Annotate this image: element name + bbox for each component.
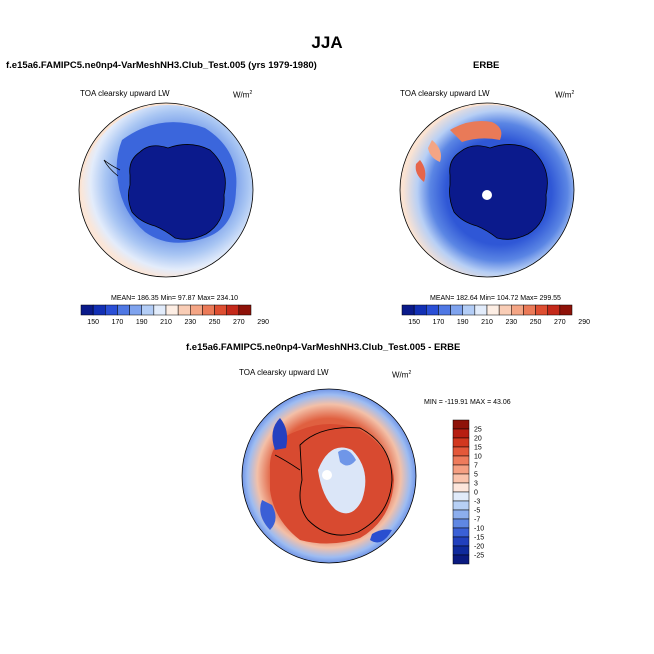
- model-colorbar-label: 150: [87, 319, 99, 326]
- model-colorbar-label: 250: [209, 319, 221, 326]
- diff-colorbar-swatch: [452, 428, 470, 439]
- diff-colorbar: 25 20 15 10 7 5 3 0 -3 -5 -7 -10 -15 -20 -25: [452, 419, 484, 565]
- diff-colorbar-swatch: [452, 437, 470, 448]
- model-colorbar-swatch: [105, 304, 118, 316]
- diff-colorbar-label: 7: [474, 463, 478, 470]
- obs-colorbar-label: 230: [505, 319, 517, 326]
- model-colorbar-swatch: [153, 304, 167, 316]
- obs-colorbar-label: 210: [481, 319, 493, 326]
- model-colorbar-swatch: [177, 304, 191, 316]
- model-colorbar-label: 270: [233, 319, 245, 326]
- diff-colorbar-swatch: [452, 446, 470, 457]
- obs-units-label: W/m2: [555, 90, 575, 100]
- model-panel-title: f.e15a6.FAMIPC5.ne0np4-VarMeshNH3.Club_T…: [6, 60, 317, 71]
- diff-units-label: W/m2: [392, 370, 412, 380]
- diff-panel-title: f.e15a6.FAMIPC5.ne0np4-VarMeshNH3.Club_T…: [186, 342, 461, 353]
- model-colorbar-label: 210: [160, 319, 172, 326]
- diff-colorbar-swatch: [452, 509, 470, 520]
- diff-colorbar-label: -10: [474, 526, 484, 533]
- diff-colorbar-label: -15: [474, 535, 484, 542]
- diff-colorbar-label: 10: [474, 454, 482, 461]
- obs-stats: MEAN= 182.64 Min= 104.72 Max= 299.55: [430, 295, 561, 302]
- obs-colorbar-swatch: [535, 304, 548, 316]
- obs-colorbar-label: 150: [408, 319, 420, 326]
- model-colorbar-label: 190: [136, 319, 148, 326]
- obs-colorbar-label: 270: [554, 319, 566, 326]
- model-polar-map: [78, 102, 254, 278]
- obs-colorbar-swatch: [511, 304, 524, 316]
- obs-polar-map: [399, 102, 575, 278]
- model-colorbar-swatch: [129, 304, 142, 316]
- diff-polar-map: [241, 388, 417, 564]
- obs-colorbar-swatch: [462, 304, 476, 316]
- diff-colorbar-label: 0: [474, 490, 478, 497]
- diff-colorbar-swatch: [452, 491, 470, 502]
- model-colorbar-swatch: [202, 304, 215, 316]
- diff-colorbar-label: 15: [474, 445, 482, 452]
- obs-colorbar-label: 190: [457, 319, 469, 326]
- diff-colorbar-label: -5: [474, 508, 480, 515]
- diff-colorbar-label: -3: [474, 499, 480, 506]
- model-antarctica-shape: [128, 144, 226, 240]
- obs-colorbar-swatch: [523, 304, 536, 316]
- model-units-label: W/m2: [233, 90, 253, 100]
- model-colorbar-label: 170: [112, 319, 124, 326]
- diff-colorbar-swatch: [452, 464, 470, 475]
- obs-antarctica-shape: [449, 144, 548, 240]
- diff-pole-hole: [322, 470, 332, 480]
- model-colorbar-swatch: [238, 304, 252, 316]
- diff-colorbar-swatch: [452, 500, 470, 511]
- obs-colorbar-label: 170: [433, 319, 445, 326]
- diff-colorbar-swatch: [452, 536, 470, 547]
- obs-colorbar-swatch: [486, 304, 500, 316]
- model-colorbar-swatch: [165, 304, 179, 316]
- obs-colorbar-label: 290: [578, 319, 590, 326]
- obs-colorbar-swatch: [474, 304, 488, 316]
- model-colorbar-swatch: [92, 304, 106, 316]
- obs-colorbar-swatch: [450, 304, 463, 316]
- model-colorbar: 150 170 190 210 230 250 270 290: [80, 304, 269, 326]
- diff-colorbar-swatch: [452, 482, 470, 493]
- diff-colorbar-swatch: [452, 527, 470, 538]
- obs-colorbar-swatch: [413, 304, 427, 316]
- diff-colorbar-swatch: [452, 455, 470, 466]
- obs-colorbar-label: 250: [530, 319, 542, 326]
- obs-colorbar-swatch: [498, 304, 512, 316]
- diff-stats: MIN = -119.91 MAX = 43.06: [424, 399, 511, 406]
- model-colorbar-swatch: [141, 304, 155, 316]
- obs-colorbar-swatch: [401, 304, 415, 316]
- model-colorbar-label: 230: [184, 319, 196, 326]
- obs-colorbar: 150 170 190 210 230 250 270 290: [401, 304, 590, 326]
- diff-colorbar-label: -7: [474, 517, 480, 524]
- diff-colorbar-swatch: [452, 419, 470, 430]
- obs-variable-label: TOA clearsky upward LW: [400, 89, 490, 98]
- diff-colorbar-swatch: [452, 518, 470, 529]
- diff-colorbar-label: 5: [474, 472, 478, 479]
- model-colorbar-swatch: [226, 304, 240, 316]
- diff-colorbar-swatch: [452, 554, 470, 565]
- model-colorbar-label: 290: [257, 319, 269, 326]
- diff-colorbar-label: 3: [474, 481, 478, 488]
- model-stats: MEAN= 186.35 Min= 97.87 Max= 234.10: [111, 295, 239, 302]
- diff-variable-label: TOA clearsky upward LW: [239, 368, 329, 377]
- diff-colorbar-label: 20: [474, 436, 482, 443]
- model-colorbar-swatch: [117, 304, 130, 316]
- model-colorbar-swatch: [190, 304, 203, 316]
- diff-colorbar-swatch: [452, 473, 470, 484]
- model-variable-label: TOA clearsky upward LW: [80, 89, 170, 98]
- obs-colorbar-swatch: [426, 304, 439, 316]
- obs-pole-hole: [482, 190, 492, 200]
- diff-colorbar-label: 25: [474, 427, 482, 434]
- diff-colorbar-swatch: [452, 545, 470, 556]
- diff-colorbar-label: -20: [474, 544, 484, 551]
- obs-panel-title: ERBE: [473, 60, 500, 71]
- figure-title: JJA: [311, 33, 343, 52]
- obs-colorbar-swatch: [547, 304, 561, 316]
- obs-colorbar-swatch: [438, 304, 451, 316]
- diff-colorbar-label: -25: [474, 553, 484, 560]
- model-colorbar-swatch: [214, 304, 227, 316]
- model-colorbar-swatch: [80, 304, 94, 316]
- obs-colorbar-swatch: [559, 304, 573, 316]
